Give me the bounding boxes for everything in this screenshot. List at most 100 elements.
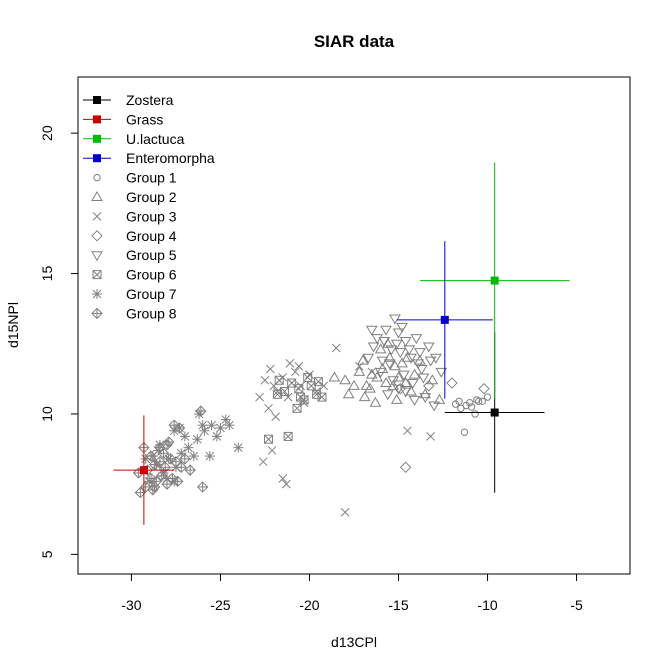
- legend-item-source: Zostera: [83, 92, 174, 108]
- group-3-point: [331, 343, 341, 353]
- group-2-point: [365, 368, 378, 379]
- legend-label: Enteromorpha: [126, 150, 215, 166]
- group-8-point: [145, 450, 157, 462]
- legend-item-group: Group 8: [91, 305, 177, 321]
- group-4-point: [478, 382, 490, 395]
- group-2-point: [390, 393, 403, 404]
- group-1-point: [474, 397, 483, 406]
- group-5-point: [362, 353, 375, 364]
- group-2-point: [399, 377, 412, 388]
- group-1-point: [483, 393, 492, 401]
- group-6-point: [317, 392, 327, 402]
- legend: Zostera Grass U.lactuca Enteromorpha Group 1…: [83, 92, 215, 321]
- group-5-point: [428, 401, 441, 412]
- x-tick-label: -20: [299, 597, 319, 613]
- group-5-point: [396, 322, 408, 333]
- group-2-point: [426, 374, 439, 385]
- group-2-point: [357, 354, 369, 365]
- source-zostera-mean: [490, 408, 499, 417]
- group-3-point: [281, 479, 291, 489]
- group-8-point: [148, 481, 161, 493]
- group-7-point: [220, 414, 231, 425]
- group-6-point: [292, 403, 302, 413]
- group-5-point: [424, 356, 437, 367]
- group-3-point: [265, 364, 275, 374]
- group-7-point: [204, 451, 215, 462]
- group-2-point: [353, 365, 366, 376]
- legend-item-group: Group 3: [92, 208, 177, 224]
- legend-swatch: [91, 191, 103, 201]
- legend-swatch: [93, 115, 101, 124]
- group-2-point: [408, 368, 421, 379]
- legend-swatch: [92, 212, 102, 221]
- legend-label: Group 5: [126, 247, 177, 263]
- group-5-point: [397, 370, 410, 381]
- group-1-point: [460, 428, 469, 436]
- group-5-point: [405, 353, 417, 364]
- group-2-point: [401, 351, 414, 362]
- sources-layer: [113, 162, 570, 525]
- group-3-point: [258, 457, 268, 467]
- legend-swatch: [92, 289, 102, 299]
- group-3-point: [296, 381, 305, 391]
- group-5-point: [422, 342, 435, 353]
- group-5-point: [387, 376, 400, 387]
- group-5-point: [410, 334, 423, 345]
- group-5-point: [392, 384, 405, 395]
- group-2-point: [360, 379, 373, 390]
- group-4-point: [394, 382, 407, 395]
- group-2-point: [364, 382, 376, 393]
- group-5-point: [399, 336, 412, 347]
- group-5-point: [419, 393, 432, 404]
- group-5-point: [435, 367, 448, 378]
- legend-label: Group 4: [126, 228, 177, 244]
- group-4-point: [399, 461, 412, 474]
- group-8-point: [154, 455, 166, 468]
- group-8-point: [159, 461, 171, 474]
- group-6-point: [303, 372, 313, 382]
- group-3-point: [305, 370, 314, 379]
- group-7-point: [197, 420, 208, 431]
- group-1-point: [466, 399, 474, 407]
- y-tick-label: 20: [39, 125, 55, 141]
- group-3-point: [264, 403, 273, 413]
- group-8-point: [173, 422, 186, 434]
- source-u-lactuca: [419, 162, 570, 399]
- group-3-point: [285, 359, 295, 368]
- legend-item-source: Grass: [83, 111, 163, 127]
- group-3-point: [426, 432, 435, 441]
- group-7-point: [224, 420, 235, 431]
- chart-title: SIAR data: [314, 32, 395, 51]
- x-tick-label: -10: [477, 597, 497, 613]
- group-6-point: [283, 431, 293, 441]
- group-2-point: [369, 396, 382, 407]
- source-grass-mean: [139, 466, 148, 475]
- group-8-point: [172, 475, 184, 488]
- x-tick-label: -25: [210, 597, 230, 613]
- group-5-point: [408, 395, 421, 406]
- source-enteromorpha-mean: [440, 315, 449, 324]
- group-1-point: [471, 410, 479, 418]
- legend-swatch: [93, 134, 101, 143]
- group-5-point: [414, 348, 426, 359]
- group-2-point: [381, 337, 394, 348]
- legend-swatch: [93, 173, 101, 182]
- x-tick-label: -15: [388, 597, 408, 613]
- group-3-point: [255, 392, 264, 402]
- group-5-point: [394, 348, 407, 359]
- y-axis-label: d15NPl: [5, 302, 21, 348]
- source-grass: [113, 415, 175, 525]
- legend-item-group: Group 6: [92, 267, 177, 283]
- group-2-point: [339, 374, 351, 385]
- group-5-point: [412, 359, 424, 370]
- group-5-point: [385, 345, 398, 356]
- group-1-point: [455, 397, 463, 406]
- group-5-point: [406, 379, 419, 390]
- legend-swatch: [93, 154, 101, 163]
- legend-label: Group 7: [126, 286, 177, 302]
- group-7-point: [176, 448, 187, 459]
- x-axis: -30 -25 -20 -15 -10 -5: [121, 573, 583, 613]
- legend-label: Zostera: [126, 92, 174, 108]
- group-8-point: [196, 481, 209, 493]
